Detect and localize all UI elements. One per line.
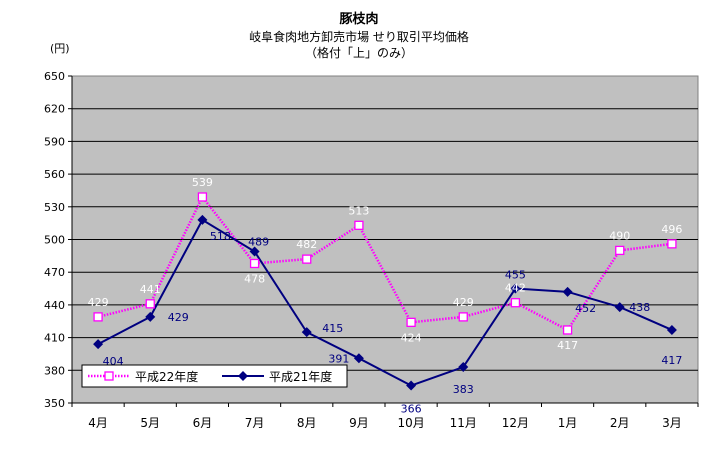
data-label-h22: 442 — [505, 282, 526, 295]
legend-box — [81, 364, 348, 388]
point-h21 — [93, 339, 104, 350]
data-label-h21: 429 — [168, 311, 189, 324]
point-h21 — [562, 286, 573, 297]
data-label-h21: 383 — [453, 383, 474, 396]
x-tick-label: 7月 — [245, 416, 265, 430]
point-h21 — [458, 362, 469, 373]
point-h21 — [301, 327, 312, 338]
data-label-h22: 482 — [296, 238, 317, 251]
data-label-h22: 417 — [557, 339, 578, 352]
point-h22 — [615, 245, 625, 256]
x-tick-label: 2月 — [610, 416, 630, 430]
point-h21 — [614, 302, 625, 313]
data-label-h21: 518 — [210, 230, 231, 243]
data-label-h21: 366 — [401, 403, 422, 416]
x-tick-label: 5月 — [140, 416, 160, 430]
y-tick-label: 530 — [44, 201, 65, 214]
x-tick-label: 6月 — [193, 416, 213, 430]
legend-label-h22: 平成22年度 — [135, 369, 198, 384]
y-tick-label: 350 — [44, 397, 65, 410]
point-h21 — [249, 246, 260, 257]
data-label-h22: 424 — [401, 331, 422, 344]
point-h22 — [302, 254, 312, 264]
data-label-h21: 417 — [661, 354, 682, 367]
point-h22 — [667, 239, 677, 249]
x-tick-label: 11月 — [450, 416, 477, 430]
y-tick-label: 380 — [44, 364, 65, 377]
point-h21 — [510, 283, 521, 294]
chart-subtitle-line2: （格付「上」のみ） — [304, 46, 413, 60]
chart-title: 豚枝肉 — [339, 12, 379, 27]
point-h22 — [406, 317, 416, 327]
point-h22 — [562, 325, 573, 335]
x-tick-label: 4月 — [88, 416, 108, 430]
y-axis-unit: (円) — [50, 42, 70, 55]
data-label-h22: 496 — [661, 223, 682, 236]
x-tick-label: 1月 — [558, 416, 578, 430]
point-h22 — [145, 299, 155, 309]
data-label-h22: 490 — [609, 229, 630, 242]
y-tick-label: 440 — [44, 299, 65, 312]
data-label-h21: 438 — [629, 301, 650, 314]
point-h21 — [145, 311, 156, 322]
point-h21 — [197, 214, 208, 225]
data-label-h21: 489 — [248, 235, 269, 248]
x-tick-label: 3月 — [662, 416, 682, 430]
data-label-h22: 429 — [88, 296, 109, 309]
data-label-h22: 429 — [453, 296, 474, 309]
point-h21 — [353, 353, 364, 364]
data-label-h22: 513 — [348, 204, 369, 217]
data-label-h22: 539 — [192, 176, 213, 189]
data-label-h21: 391 — [328, 352, 349, 365]
legend-marker-h22 — [104, 371, 114, 381]
y-tick-label: 560 — [44, 168, 65, 181]
data-label-h21: 455 — [505, 269, 526, 282]
x-tick-label: 10月 — [397, 416, 424, 430]
data-label-h22: 478 — [244, 272, 265, 285]
y-tick-label: 620 — [44, 103, 65, 116]
series-line-h21 — [97, 218, 673, 387]
y-tick-label: 470 — [44, 266, 65, 279]
point-h22 — [249, 258, 260, 269]
x-tick-label: 12月 — [502, 416, 529, 430]
point-h22 — [197, 192, 208, 202]
x-tick-label: 8月 — [297, 416, 317, 430]
point-h21 — [406, 380, 417, 391]
series-line-h22 — [97, 194, 673, 332]
legend-marker-h21 — [238, 371, 248, 381]
y-tick-label: 650 — [44, 70, 65, 83]
x-tick-label: 9月 — [349, 416, 369, 430]
data-label-h21: 452 — [575, 302, 596, 315]
data-label-h21: 415 — [322, 322, 343, 335]
point-h22 — [93, 312, 103, 322]
data-label-h22: 441 — [140, 283, 161, 296]
point-h22 — [510, 298, 521, 308]
legend-label-h21: 平成21年度 — [269, 369, 332, 384]
y-tick-label: 590 — [44, 135, 65, 148]
chart-subtitle-line1: 岐阜食肉地方卸売市場 せり取引平均価格 — [249, 30, 469, 44]
point-h21 — [666, 324, 677, 335]
y-tick-label: 410 — [44, 332, 65, 345]
y-tick-label: 500 — [44, 234, 65, 247]
point-h22 — [354, 220, 364, 230]
point-h22 — [458, 312, 468, 322]
